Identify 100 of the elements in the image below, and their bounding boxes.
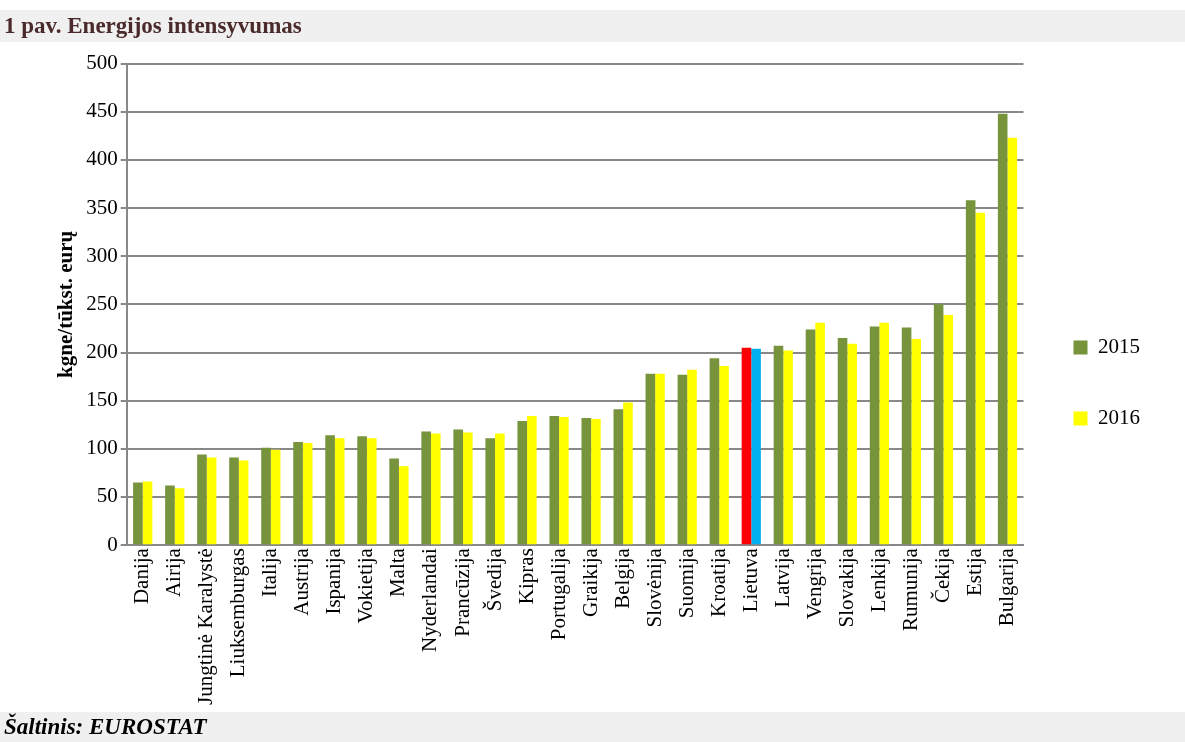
bar	[911, 339, 922, 545]
x-tick-label: Kroatija	[705, 547, 730, 617]
x-tick-label: Malta	[385, 547, 410, 598]
x-tick-label: Airija	[161, 547, 186, 598]
x-tick-label: Ispanija	[321, 547, 346, 615]
x-tick-label: Švedija	[481, 547, 506, 612]
y-tick-label: 200	[86, 339, 118, 364]
x-tick-label: Graikija	[577, 547, 602, 617]
x-tick-label: Bulgarija	[994, 547, 1018, 627]
bar	[229, 457, 239, 545]
bar	[389, 458, 399, 545]
bar	[997, 113, 1008, 545]
bar	[366, 438, 377, 545]
y-tick-label: 150	[86, 387, 118, 412]
bar	[549, 416, 560, 545]
y-tick-label: 50	[96, 483, 118, 508]
bar	[133, 482, 143, 545]
x-tick-label: Lietuva	[737, 547, 762, 613]
y-tick-label: 100	[86, 435, 118, 460]
bar	[591, 418, 601, 545]
y-tick-label: 350	[86, 194, 118, 219]
bar	[719, 366, 729, 545]
bar	[975, 212, 986, 545]
bar	[645, 373, 656, 545]
bar	[302, 443, 313, 545]
legend-label: 2016	[1098, 405, 1140, 430]
x-tick-label: Estija	[961, 547, 986, 596]
bar	[1007, 137, 1018, 545]
bar	[421, 431, 431, 545]
bar	[741, 347, 752, 545]
x-tick-label: Slovėnija	[641, 547, 666, 628]
bar	[174, 488, 185, 545]
bar	[837, 338, 848, 545]
x-tick-label: Latvija	[769, 547, 794, 608]
bar	[751, 348, 761, 545]
x-tick-label: Prancūzija	[449, 547, 474, 637]
y-tick-label: 300	[86, 242, 118, 267]
bar	[709, 358, 720, 545]
bar	[815, 322, 825, 545]
x-tick-label: Rumunija	[897, 547, 922, 631]
x-tick-label: Lenkija	[865, 547, 890, 613]
bar	[687, 369, 697, 545]
bar	[165, 485, 175, 545]
bar	[581, 418, 592, 545]
x-tick-label: Kipras	[513, 548, 538, 605]
bar	[206, 457, 217, 545]
x-tick-label: Suomija	[673, 547, 698, 619]
y-tick-label: 400	[86, 146, 118, 171]
bar	[197, 454, 207, 545]
bar	[293, 442, 303, 545]
bar	[453, 429, 463, 545]
x-tick-label: Jungtinė Karalystė	[193, 548, 218, 705]
x-tick-label: Danija	[129, 547, 154, 605]
bar	[613, 409, 624, 545]
bar	[869, 326, 880, 545]
legend-label: 2015	[1098, 334, 1140, 359]
bar	[623, 402, 633, 545]
x-tick-label: Liuksemburgas	[225, 548, 250, 678]
x-tick-label: Nyderlandai	[417, 547, 442, 652]
bar	[485, 438, 496, 545]
bar	[325, 435, 335, 545]
bar	[463, 432, 473, 545]
bar	[933, 304, 944, 545]
bar	[398, 466, 409, 545]
x-tick-label: Italija	[257, 547, 282, 598]
x-tick-label: Vengrija	[801, 547, 826, 620]
bar	[142, 481, 153, 545]
bar	[943, 314, 954, 545]
y-tick-label: 450	[86, 98, 118, 123]
text: Šaltinis: EUROSTAT	[0, 712, 1185, 742]
bar	[879, 322, 889, 545]
bar	[357, 436, 367, 545]
y-tick-label: 0	[107, 531, 118, 556]
x-tick-label: Belgija	[609, 547, 634, 609]
bar	[847, 343, 857, 545]
x-tick-label: Čekija	[929, 547, 954, 603]
bar	[773, 345, 784, 545]
y-tick-label: 500	[86, 50, 118, 75]
bar	[430, 433, 441, 545]
x-tick-label: Austrija	[289, 547, 314, 616]
bar	[527, 416, 537, 545]
bar	[270, 449, 281, 545]
bar	[559, 417, 569, 545]
y-axis-title: kgne/tūkst. eurų	[53, 230, 78, 378]
chart-title: 1 pav. Energijos intensyvumas	[0, 10, 1185, 42]
bar	[655, 373, 665, 545]
bar	[677, 374, 688, 545]
bar	[495, 433, 505, 545]
x-tick-label: Slovakija	[833, 547, 858, 628]
bar	[783, 350, 793, 545]
bar	[261, 447, 271, 545]
bar	[805, 329, 816, 545]
bar	[901, 327, 912, 545]
x-tick-label: Portugalija	[545, 547, 570, 641]
bar	[238, 460, 249, 545]
x-tick-label: Vokietija	[353, 547, 378, 624]
y-tick-label: 250	[86, 290, 118, 315]
bar	[965, 200, 976, 545]
bar	[334, 438, 345, 545]
bar	[517, 420, 528, 545]
